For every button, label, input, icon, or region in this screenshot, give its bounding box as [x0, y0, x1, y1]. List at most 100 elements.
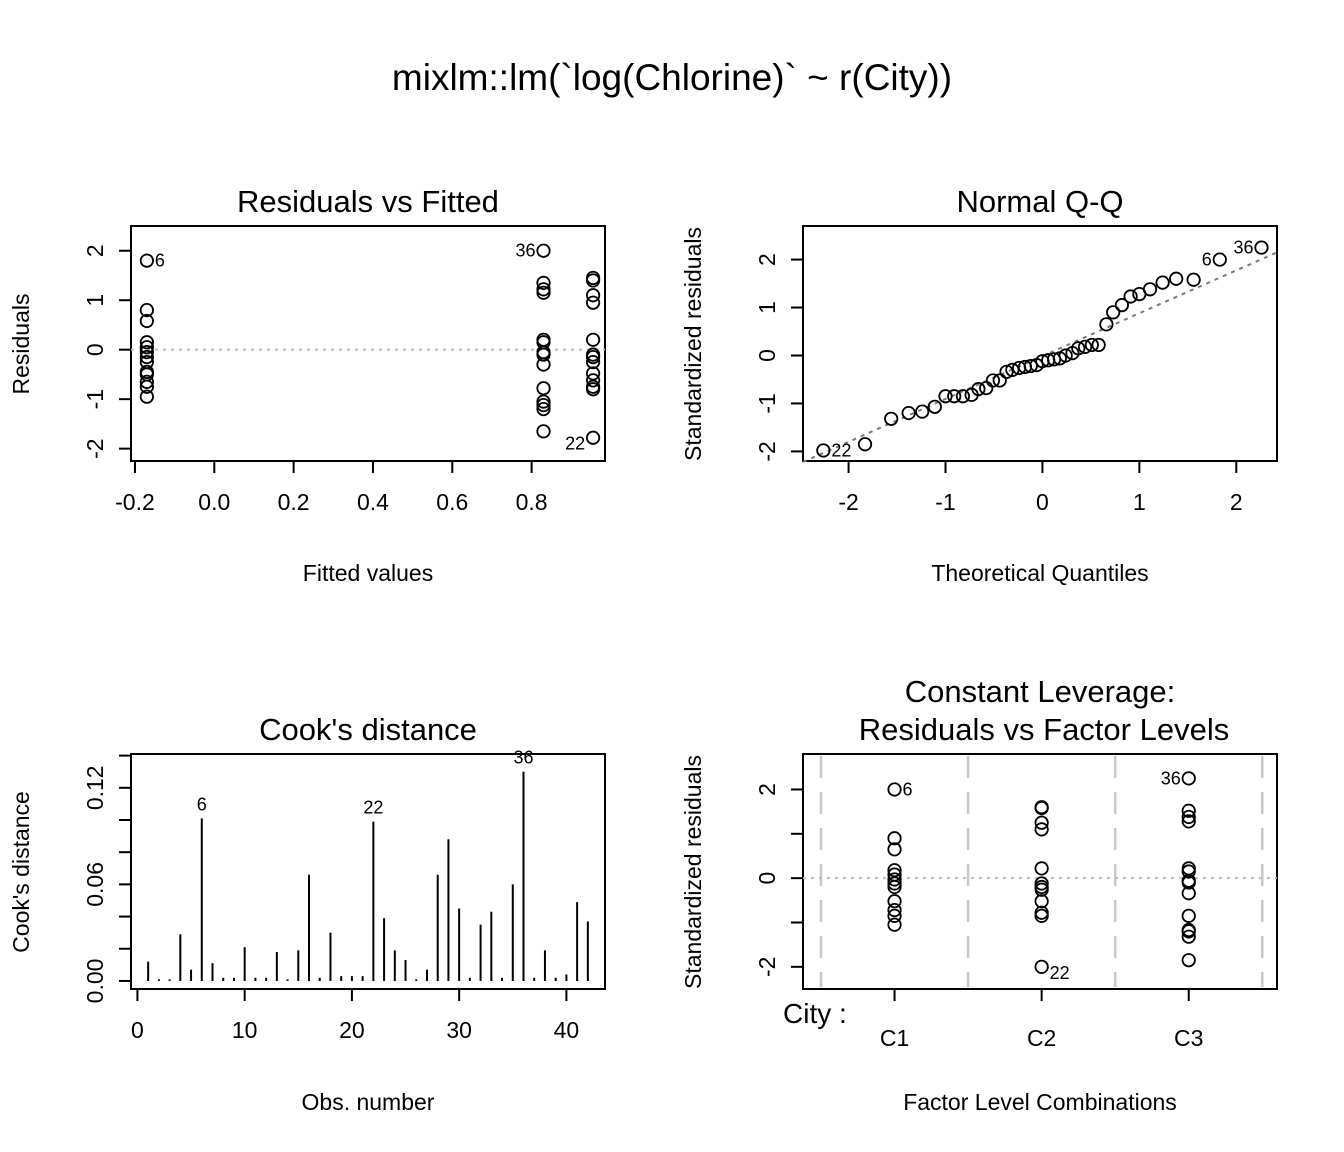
leverage-point-label: 6	[903, 779, 913, 799]
resfit-point	[586, 430, 601, 445]
resfit-point	[139, 303, 154, 318]
panel-cooks-distance: Cook's distance Obs. number Cook's dista…	[8, 712, 606, 1115]
leverage-points	[887, 771, 1196, 974]
resfit-point	[536, 394, 551, 409]
leverage-point	[887, 902, 902, 918]
qq-x-tick-label: -1	[935, 489, 955, 515]
resfit-axes: -0.2 0.0 0.2 0.4 0.6 0.8 -2 -1 0 1 2	[82, 244, 548, 515]
qq-point	[1123, 289, 1138, 304]
leverage-point	[887, 831, 902, 846]
qq-reference-line	[802, 251, 1278, 463]
leverage-point	[1034, 822, 1049, 837]
resfit-x-tick-label: 0.4	[357, 489, 389, 515]
resfit-ylabel: Residuals	[8, 294, 34, 395]
qq-point	[1091, 337, 1106, 353]
leverage-point	[1181, 908, 1196, 923]
panel-constant-leverage: Constant Leverage: Residuals vs Factor L…	[680, 674, 1278, 1115]
resfit-point	[139, 335, 154, 350]
leverage-category-label: C2	[1027, 1025, 1056, 1051]
resfit-points	[139, 243, 601, 445]
resfit-point	[586, 288, 601, 303]
leverage-y-tick-label: -2	[754, 957, 780, 977]
qq-x-tick-label: 1	[1133, 489, 1146, 515]
resfit-point-labels: 6 36 22	[155, 241, 585, 454]
qq-y-tick-label: 0	[754, 349, 780, 362]
leverage-point	[1181, 929, 1196, 944]
panel-residuals-vs-fitted: Residuals vs Fitted Fitted values Residu…	[8, 184, 606, 586]
cook-label: 6	[197, 794, 207, 814]
resfit-point	[586, 332, 601, 347]
resfit-point	[586, 350, 601, 365]
leverage-point	[1034, 894, 1049, 909]
qq-point	[985, 373, 1001, 388]
resfit-y-tick-label: 0	[82, 343, 108, 356]
qq-point	[947, 389, 962, 404]
qq-title: Normal Q-Q	[956, 184, 1123, 219]
resfit-point	[536, 243, 551, 258]
leverage-point	[1034, 959, 1049, 974]
leverage-point	[887, 842, 902, 857]
cook-y-tick-label: 0.00	[82, 959, 108, 1004]
leverage-point	[1181, 875, 1196, 890]
resfit-point	[139, 379, 154, 394]
cook-label: 36	[513, 748, 533, 768]
cook-x-tick-label: 0	[131, 1017, 144, 1043]
resfit-y-tick-label: -1	[82, 389, 108, 409]
qq-y-tick-label: 1	[754, 301, 780, 314]
leverage-point	[887, 876, 902, 891]
cook-ylabel: Cook's distance	[8, 791, 34, 953]
cook-x-tick-label: 20	[339, 1017, 365, 1043]
resfit-point	[586, 295, 601, 310]
leverage-y-tick-label: 2	[754, 783, 780, 796]
resfit-point	[139, 374, 154, 389]
cook-xlabel: Obs. number	[302, 1089, 435, 1115]
cook-x-tick-label: 30	[446, 1017, 472, 1043]
qq-point	[927, 399, 942, 414]
qq-point	[1106, 305, 1121, 320]
qq-x-tick-label: 2	[1230, 489, 1243, 515]
leverage-point	[1181, 814, 1196, 829]
leverage-y-tick-label: 0	[754, 872, 780, 885]
leverage-point	[1034, 815, 1049, 830]
resfit-title: Residuals vs Fitted	[237, 184, 499, 219]
qq-point	[901, 405, 916, 421]
leverage-point	[1181, 771, 1196, 786]
leverage-point	[1181, 953, 1196, 968]
qq-line	[802, 251, 1278, 463]
resfit-plot-frame	[130, 225, 606, 462]
resfit-point	[139, 340, 154, 355]
resfit-point	[536, 381, 551, 396]
cook-labels: 6 22 36	[197, 748, 534, 818]
resfit-xlabel: Fitted values	[303, 560, 433, 586]
leverage-point	[887, 917, 902, 932]
leverage-point-label: 36	[1161, 768, 1181, 788]
qq-y-tick-label: -2	[754, 441, 780, 461]
qq-point	[1099, 317, 1114, 332]
qq-point	[1058, 348, 1073, 363]
resfit-point	[586, 366, 601, 381]
qq-point	[1142, 282, 1158, 297]
resfit-point	[586, 382, 601, 397]
resfit-point	[536, 275, 551, 290]
cook-y-tick-label: 0.12	[82, 765, 108, 810]
leverage-point	[1034, 800, 1049, 816]
leverage-point	[887, 908, 902, 923]
cook-x-tick-label: 40	[554, 1017, 580, 1043]
resfit-point	[139, 313, 154, 329]
qq-points	[816, 240, 1269, 458]
qq-point	[955, 389, 971, 404]
cook-axes: 0 10 20 30 40 0.00 0.06 0.12	[82, 754, 580, 1043]
resfit-point	[536, 397, 551, 413]
qq-point	[1077, 339, 1093, 354]
leverage-point	[887, 879, 902, 895]
qq-x-tick-label: 0	[1036, 489, 1049, 515]
qq-point	[1254, 240, 1269, 255]
leverage-category-label: C1	[880, 1025, 909, 1051]
qq-point	[1071, 341, 1086, 356]
qq-y-tick-label: 2	[754, 253, 780, 266]
leverage-plot-frame	[802, 753, 1278, 990]
qq-axes: -2 -1 0 1 2 -2 -1 0 1 2	[754, 253, 1243, 515]
cook-y-tick-label: 0.06	[82, 862, 108, 907]
leverage-point-label: 22	[1050, 963, 1070, 983]
